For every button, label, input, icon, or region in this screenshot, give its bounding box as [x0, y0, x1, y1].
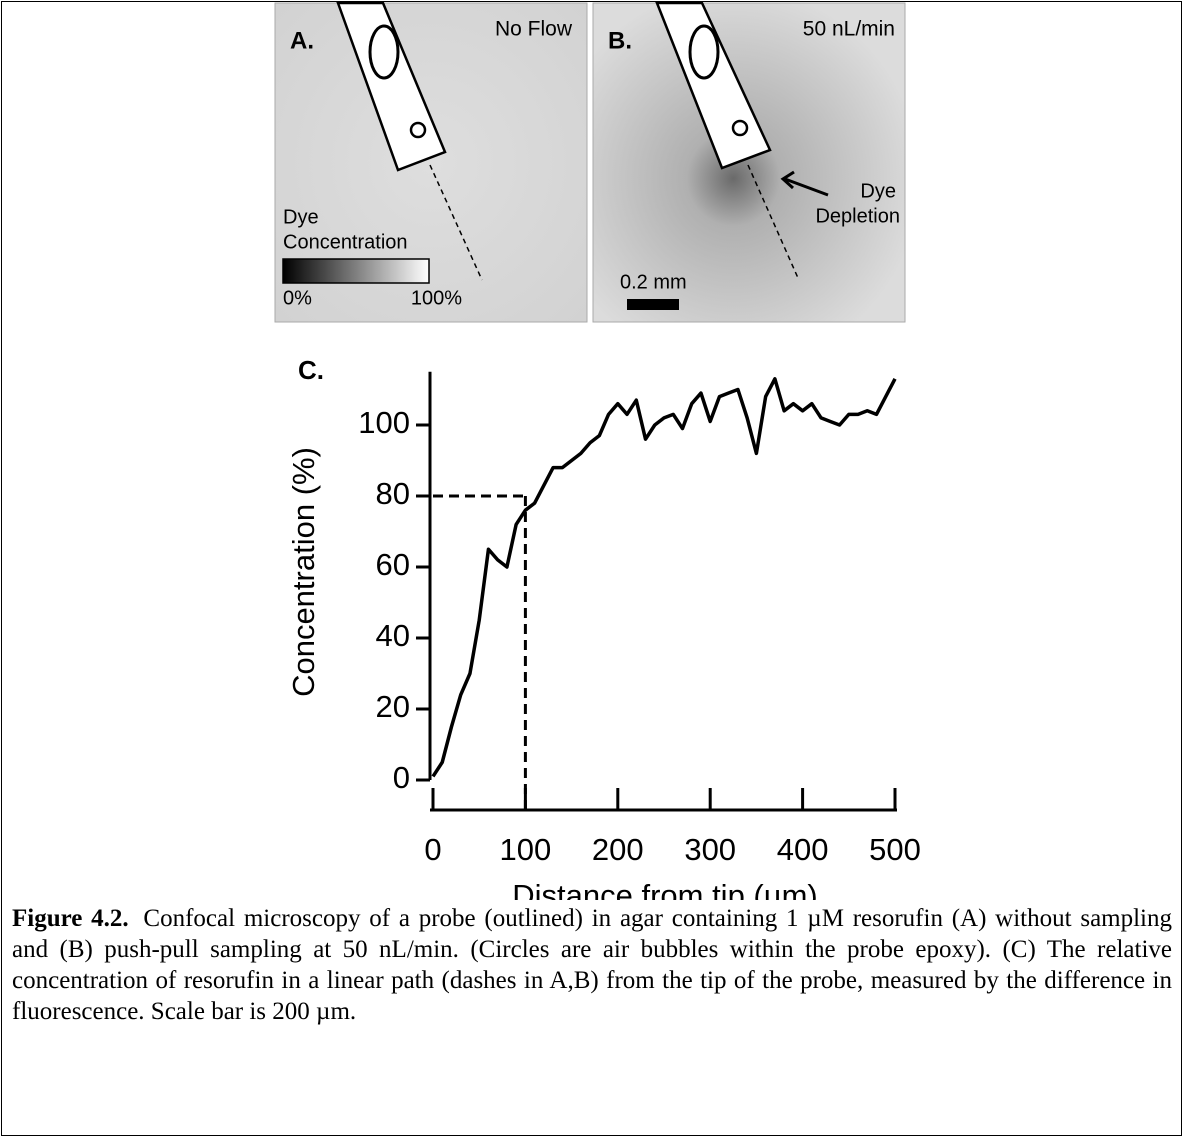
y-tick-label: 20 [376, 689, 410, 724]
x-tick-label: 300 [684, 832, 736, 867]
y-tick-label: 40 [376, 618, 410, 653]
air-bubble [688, 24, 720, 80]
arrow-head [780, 170, 795, 190]
x-tick-label: 200 [592, 832, 644, 867]
arrow [784, 177, 829, 197]
data-line [431, 377, 897, 778]
sampling-path [747, 164, 799, 279]
probe-outline [655, 1, 772, 170]
panel-label: B. [608, 27, 632, 54]
x-tick-label: 400 [777, 832, 829, 867]
micrograph-b [592, 2, 906, 323]
colorbar [282, 258, 430, 284]
air-bubble [368, 24, 400, 80]
caption-label: Figure 4.2. [12, 905, 129, 932]
y-tick-label: 60 [376, 547, 410, 582]
x-axis-title: Distance from tip (µm) [512, 878, 818, 900]
x-tick-label: 0 [424, 832, 441, 867]
caption: Figure 4.2. Confocal microscopy of a pro… [12, 903, 1172, 1027]
condition-label: No Flow [495, 18, 573, 41]
colorbar-title: Concentration [283, 231, 408, 253]
colorbar-max: 100% [411, 287, 462, 309]
scale-bar [627, 299, 679, 310]
y-tick-label: 80 [376, 476, 410, 511]
caption-text: Confocal microscopy of a probe (outlined… [12, 905, 1173, 1025]
x-tick-label: 500 [869, 832, 921, 867]
sampling-path [429, 164, 483, 281]
air-bubble [731, 119, 749, 137]
y-tick-label: 0 [393, 760, 410, 795]
condition-label: 50 nL/min [803, 18, 895, 41]
scale-bar-label: 0.2 mm [620, 271, 687, 293]
air-bubble [409, 121, 427, 139]
panel-label: A. [290, 27, 314, 54]
colorbar-title: Dye [283, 206, 319, 228]
y-tick-label: 100 [358, 405, 410, 440]
annotation: Depletion [815, 205, 900, 227]
probe-outline [336, 1, 447, 172]
figure: A. No Flow Dye Concentration 0% 100% B. … [274, 1, 921, 900]
x-tick-label: 100 [500, 832, 552, 867]
colorbar-min: 0% [283, 287, 312, 309]
annotation: Dye [860, 180, 896, 202]
y-axis-title: Concentration (%) [286, 447, 321, 697]
panel-label: C. [298, 355, 324, 385]
